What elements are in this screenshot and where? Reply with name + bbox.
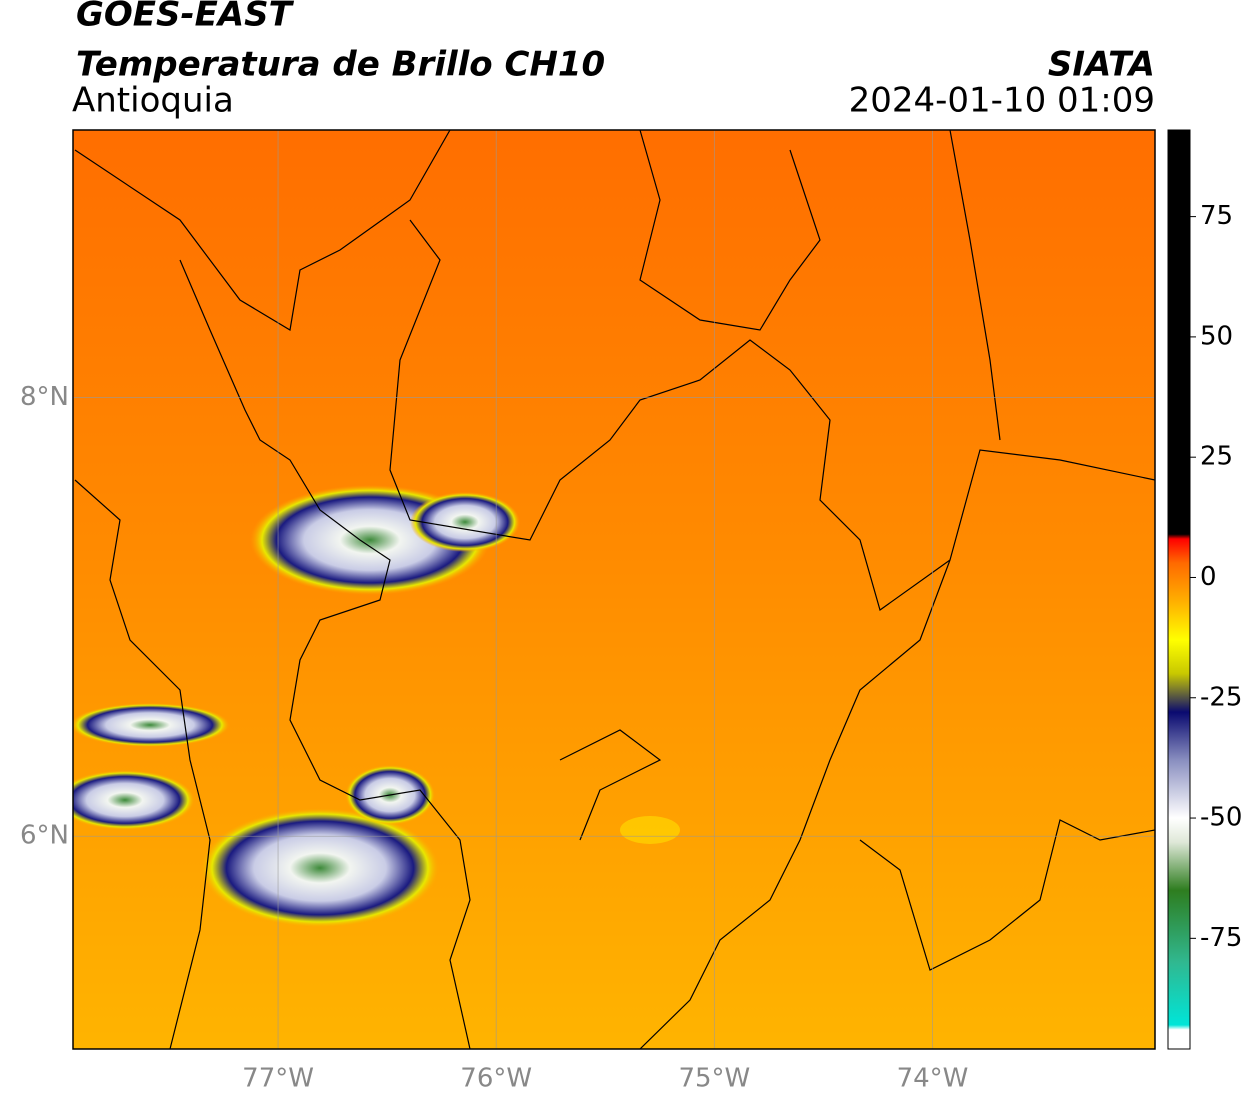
x-tick-label: 77°W <box>242 1064 314 1094</box>
colorbar-tick-label: 50 <box>1200 321 1233 351</box>
grid <box>73 130 1155 1049</box>
map-background <box>73 130 1155 1049</box>
colorbar-tick-label: -25 <box>1200 682 1242 712</box>
boundaries <box>74 130 1155 1049</box>
cloud <box>620 816 680 844</box>
datetime: 2024-01-10 01:09 <box>849 81 1155 121</box>
subtitle: Temperatura de Brillo CH10 <box>76 45 605 85</box>
title: GOES-EAST <box>76 0 295 35</box>
map-image <box>73 130 1155 1049</box>
colorbar <box>1167 129 1191 1050</box>
colorbar-tick-label: 0 <box>1200 562 1217 592</box>
map-frame <box>72 129 1156 1050</box>
colorbar-tick-label: -50 <box>1200 803 1242 833</box>
y-tick-label: 8°N <box>20 382 69 412</box>
cloud <box>410 492 520 552</box>
cloud <box>73 770 195 830</box>
colorbar-tick-label: -75 <box>1200 923 1242 953</box>
cloud <box>200 808 440 928</box>
region: Antioquia <box>72 81 234 121</box>
x-tick-label: 74°W <box>897 1064 969 1094</box>
cloud <box>73 703 230 747</box>
colorbar-tick-label: 75 <box>1200 201 1233 231</box>
y-tick-label: 6°N <box>20 821 69 851</box>
colorbar-tick-label: 25 <box>1200 442 1233 472</box>
x-tick-label: 76°W <box>460 1064 532 1094</box>
source: SIATA <box>1048 45 1155 85</box>
x-tick-label: 75°W <box>678 1064 750 1094</box>
